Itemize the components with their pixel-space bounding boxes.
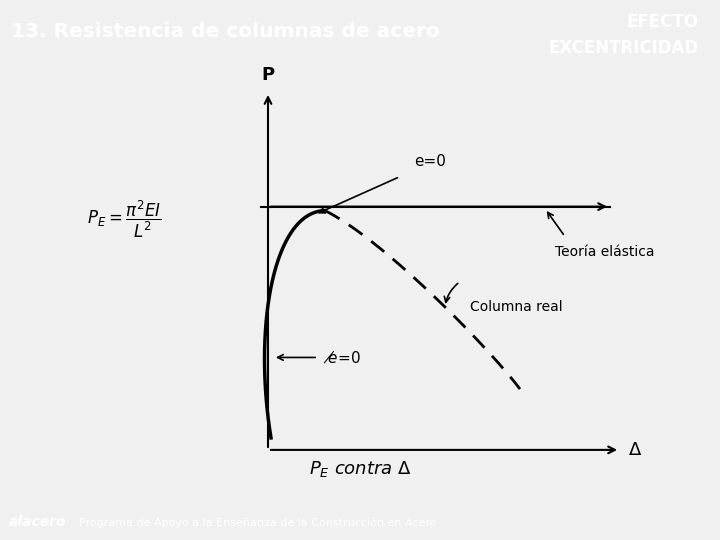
Text: 13. Resistencia de columnas de acero: 13. Resistencia de columnas de acero [11, 22, 440, 40]
Text: $e\!\not=\!0$: $e\!\not=\!0$ [323, 349, 361, 366]
Text: $\Delta$: $\Delta$ [628, 441, 642, 459]
Text: alacero: alacero [9, 516, 66, 529]
Text: Teoría elástica: Teoría elástica [555, 245, 654, 259]
Text: Programa de Apoyo a la Enseñanza de la Construcción en Acero: Programa de Apoyo a la Enseñanza de la C… [79, 517, 437, 528]
Text: P: P [261, 66, 274, 84]
Text: e=0: e=0 [414, 154, 446, 169]
Text: EXCENTRICIDAD: EXCENTRICIDAD [548, 39, 698, 57]
Text: EFECTO: EFECTO [626, 13, 698, 31]
Text: $P_E$ contra $\Delta$: $P_E$ contra $\Delta$ [309, 460, 411, 480]
Text: Columna real: Columna real [470, 300, 562, 314]
Text: $P_E = \dfrac{\pi^2EI}{L^2}$: $P_E = \dfrac{\pi^2EI}{L^2}$ [87, 199, 162, 240]
